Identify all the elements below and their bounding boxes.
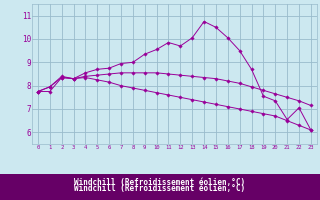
- Text: Windchill (Refroidissement éolien,°C): Windchill (Refroidissement éolien,°C): [75, 178, 245, 188]
- Text: Windchill (Refroidissement éolien,°C): Windchill (Refroidissement éolien,°C): [75, 184, 245, 192]
